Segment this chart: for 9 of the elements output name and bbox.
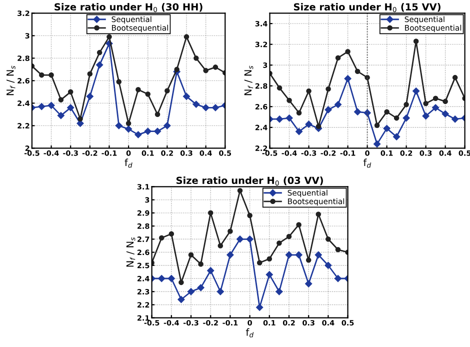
chart-title: Size ratio under H$_{0}$ (03 VV)	[176, 176, 323, 186]
x-axis-title: f$_{d}$	[363, 158, 372, 168]
chart-title: Size ratio under H$_{0}$ (15 VV)	[294, 3, 440, 12]
chart-title: Size ratio under H$_{0}$ (30 HH)	[54, 3, 202, 12]
y-axis-title: N$_{f}$ / N$_{s}$	[6, 66, 16, 96]
x-axis-title: f$_{d}$	[246, 328, 254, 338]
y-axis-title: N$_{f}$ / N$_{s}$	[126, 237, 136, 267]
y-axis-title: N$_{f}$ / N$_{s}$	[244, 66, 254, 96]
x-axis-title: f$_{d}$	[124, 158, 132, 168]
